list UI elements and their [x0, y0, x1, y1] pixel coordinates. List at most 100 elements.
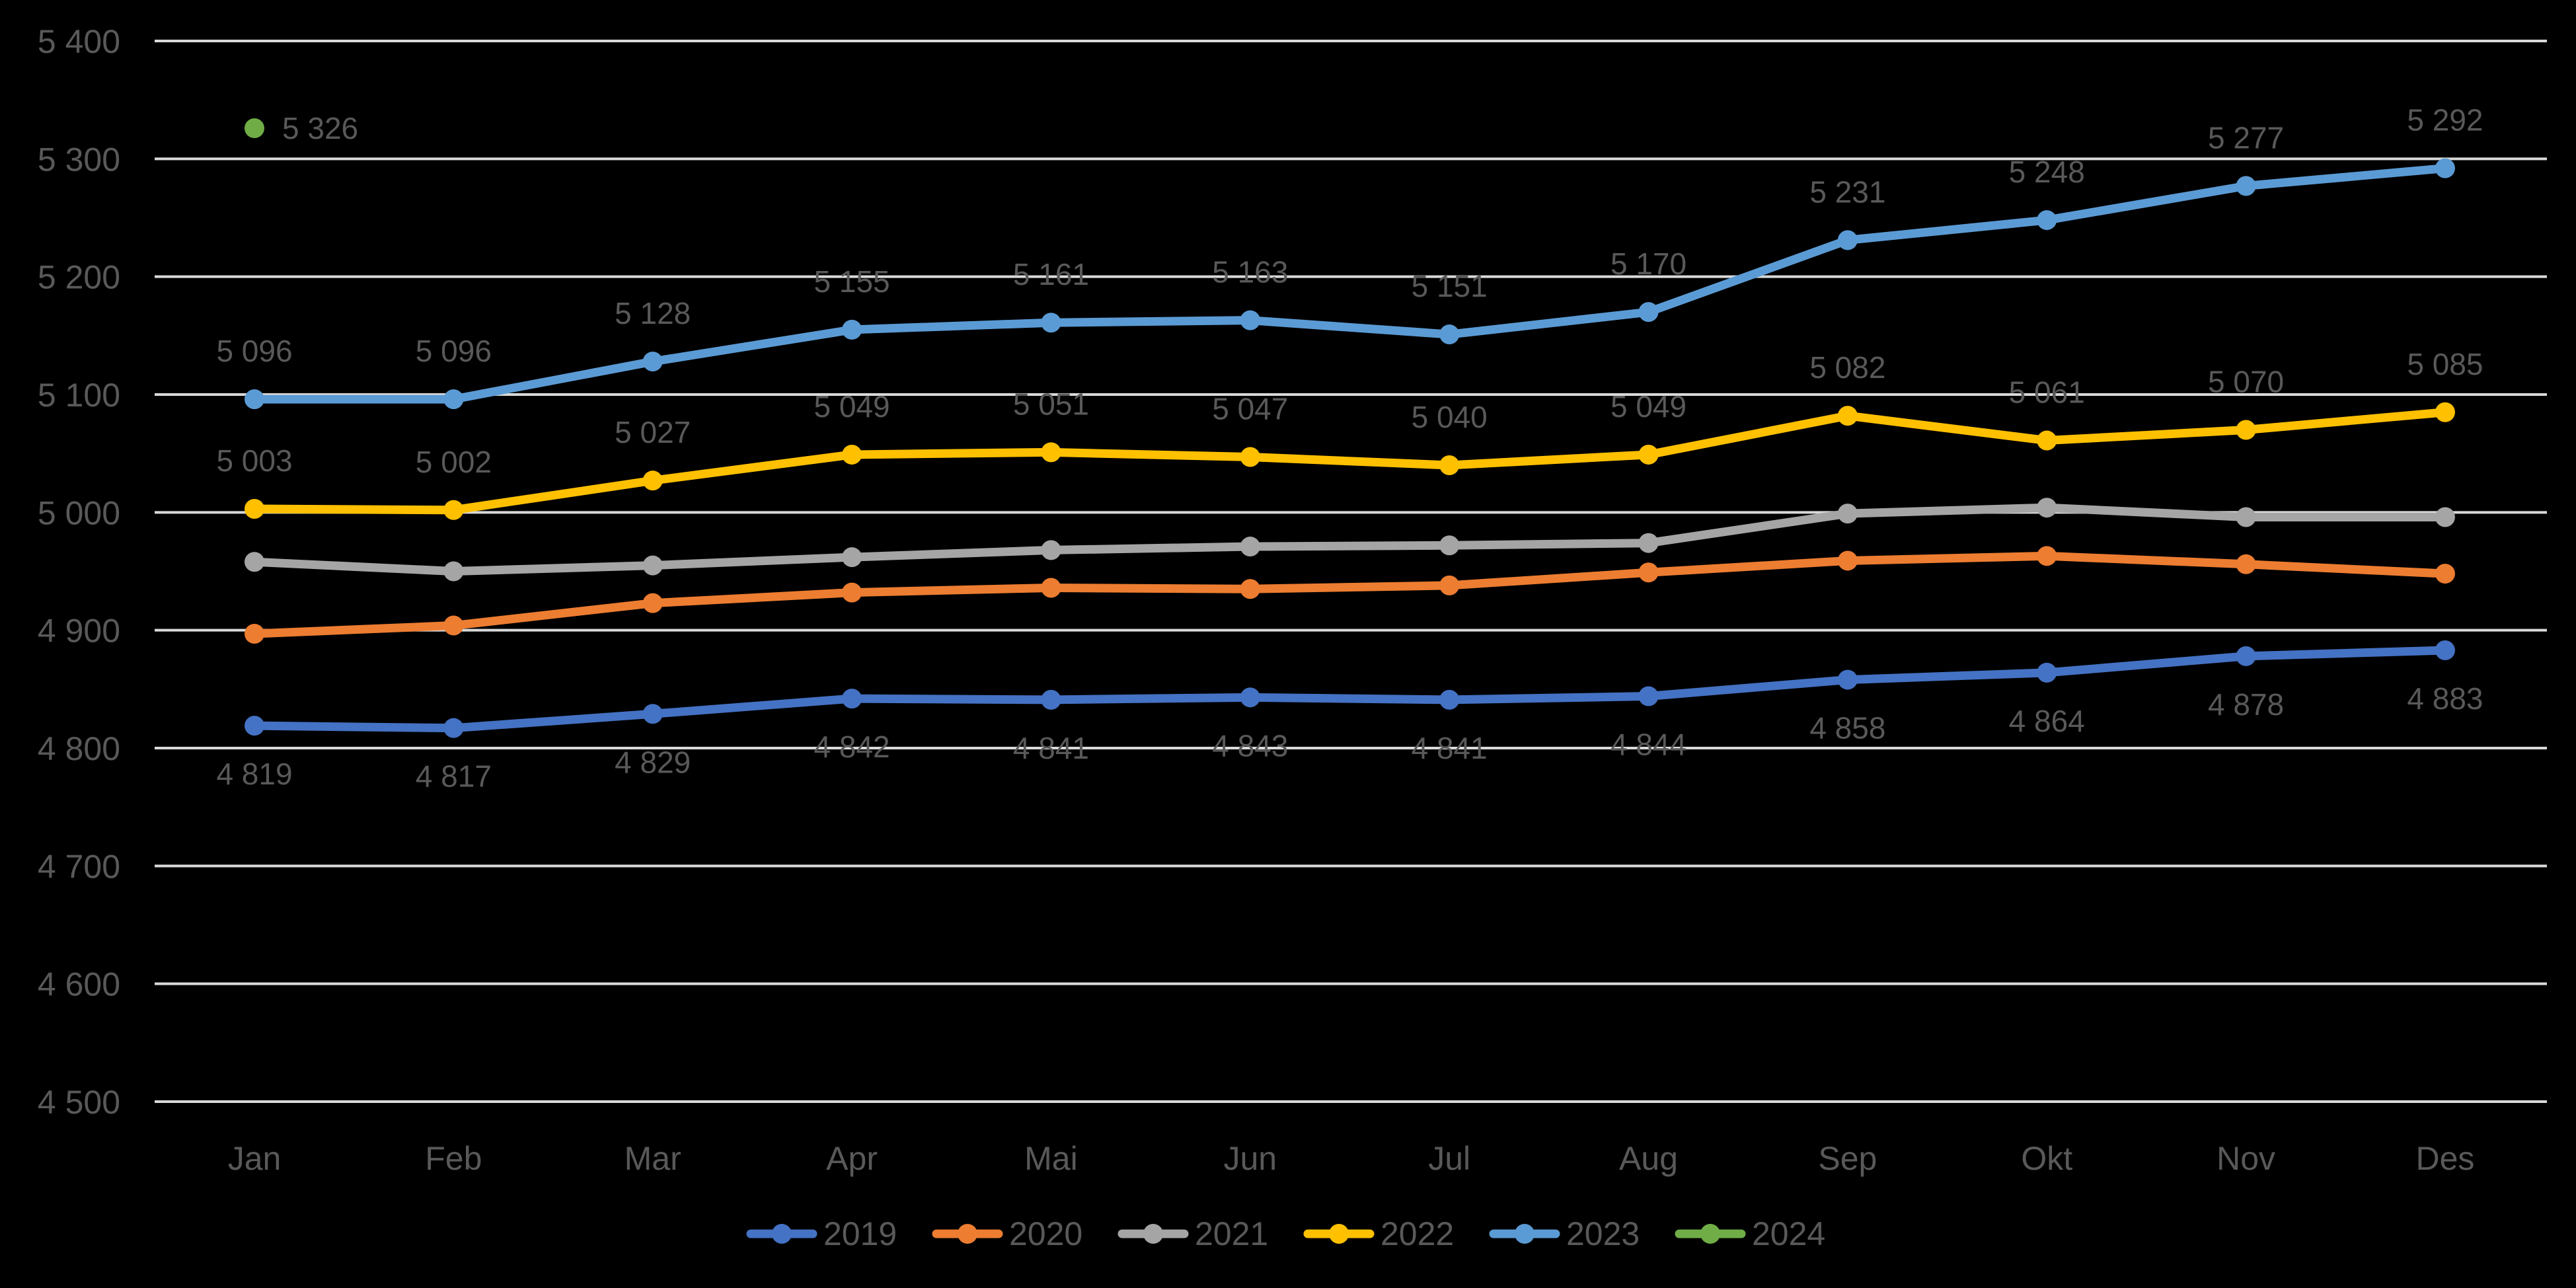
data-point-2022-sep[interactable]: [1837, 406, 1858, 426]
data-point-2022-jul[interactable]: [1439, 455, 1460, 475]
data-point-2019-jan[interactable]: [245, 716, 264, 736]
data-point-2021-sep[interactable]: [1837, 504, 1858, 524]
series-2023: 5 096 5 096 5 128 5 155 5 161 5 163 5 151 5 170…: [216, 103, 2483, 410]
data-point-2019-aug[interactable]: [1638, 686, 1659, 706]
x-axis-label-feb: Feb: [425, 1140, 482, 1177]
data-point-2020-des[interactable]: [2435, 564, 2455, 584]
data-point-2024-jan[interactable]: [245, 118, 264, 138]
data-label-2022-sep: 5 082: [1809, 350, 1885, 385]
data-point-2022-jan[interactable]: [245, 498, 264, 519]
data-point-2020-feb[interactable]: [443, 615, 464, 636]
data-point-2021-jan[interactable]: [245, 552, 264, 572]
data-point-2020-apr[interactable]: [842, 582, 862, 603]
data-point-2021-okt[interactable]: [2037, 498, 2057, 518]
x-axis-label-des: Des: [2415, 1140, 2474, 1177]
data-point-2020-mar[interactable]: [642, 593, 663, 613]
data-point-2022-feb[interactable]: [443, 500, 464, 520]
data-point-2021-feb[interactable]: [443, 561, 464, 582]
data-point-2021-jun[interactable]: [1240, 537, 1260, 557]
data-point-2022-apr[interactable]: [842, 444, 862, 465]
data-point-2022-aug[interactable]: [1638, 444, 1659, 465]
data-point-2019-des[interactable]: [2435, 640, 2455, 660]
legend-item-2020[interactable]: 2020: [932, 1215, 1082, 1252]
data-point-2020-sep[interactable]: [1837, 550, 1858, 571]
y-axis-tick-label-5300: 5 300: [38, 141, 120, 178]
x-axis-label-jul: Jul: [1428, 1140, 1470, 1177]
data-point-2020-aug[interactable]: [1638, 562, 1659, 583]
data-point-2021-des[interactable]: [2435, 507, 2455, 527]
series-line-2022[interactable]: [250, 408, 2450, 515]
data-label-2023-jul: 5 151: [1412, 269, 1488, 303]
data-point-2020-mai[interactable]: [1041, 578, 1061, 598]
data-label-2022-okt: 5 061: [2009, 375, 2085, 410]
data-point-2019-mar[interactable]: [642, 704, 663, 724]
data-point-2023-apr[interactable]: [842, 319, 862, 340]
data-point-2020-jan[interactable]: [245, 624, 264, 644]
data-point-2021-mai[interactable]: [1041, 540, 1061, 560]
series-line-2021[interactable]: [250, 503, 2450, 576]
data-point-2019-okt[interactable]: [2037, 662, 2057, 683]
data-point-2023-aug[interactable]: [1638, 302, 1659, 322]
series-line-2023[interactable]: [250, 164, 2450, 404]
data-point-2020-okt[interactable]: [2037, 546, 2057, 566]
data-point-2019-apr[interactable]: [842, 689, 862, 709]
data-point-2022-mar[interactable]: [642, 471, 663, 491]
data-point-2019-sep[interactable]: [1837, 669, 1858, 690]
data-label-2022-feb: 5 002: [416, 445, 492, 479]
series-2024: 5 326: [245, 111, 358, 145]
data-label-2019-apr: 4 842: [814, 730, 890, 764]
legend: 2019 2020 2021 2022 2023 2024: [746, 1215, 1825, 1252]
series-2022: 5 003 5 002 5 027 5 049 5 051 5 047 5 040 5 049…: [216, 347, 2483, 520]
legend-label-2024: 2024: [1752, 1215, 1825, 1252]
data-point-2019-jul[interactable]: [1439, 689, 1460, 710]
data-point-2021-aug[interactable]: [1638, 533, 1659, 553]
data-point-2020-jul[interactable]: [1439, 575, 1460, 595]
data-point-2023-des[interactable]: [2435, 158, 2455, 178]
legend-item-2024[interactable]: 2024: [1675, 1215, 1825, 1252]
legend-label-2019: 2019: [823, 1215, 897, 1252]
data-point-2023-jul[interactable]: [1439, 324, 1460, 345]
y-axis-tick-label-5200: 5 200: [38, 259, 120, 296]
data-point-2022-nov[interactable]: [2236, 420, 2256, 440]
y-axis-tick-label-4500: 4 500: [38, 1084, 120, 1121]
data-point-2019-jun[interactable]: [1240, 687, 1260, 708]
data-point-2023-nov[interactable]: [2236, 176, 2256, 196]
series-line-2019[interactable]: [250, 646, 2450, 733]
legend-label-2020: 2020: [1009, 1215, 1082, 1252]
data-point-2020-jun[interactable]: [1240, 579, 1260, 599]
data-point-2019-feb[interactable]: [443, 718, 464, 738]
legend-item-2022[interactable]: 2022: [1303, 1215, 1454, 1252]
data-label-2023-feb: 5 096: [416, 334, 492, 368]
data-point-2021-jul[interactable]: [1439, 535, 1460, 556]
legend-marker-dot-2024: [1700, 1224, 1720, 1244]
data-point-2023-sep[interactable]: [1837, 230, 1858, 250]
legend-marker-dot-2023: [1515, 1224, 1534, 1244]
data-label-2022-mar: 5 027: [615, 415, 691, 449]
legend-item-2019[interactable]: 2019: [746, 1215, 897, 1252]
data-point-2022-jun[interactable]: [1240, 447, 1260, 467]
data-point-2022-des[interactable]: [2435, 402, 2455, 422]
data-point-2023-feb[interactable]: [443, 389, 464, 410]
series-line-2020[interactable]: [250, 551, 2450, 638]
data-point-2021-apr[interactable]: [842, 547, 862, 568]
legend-item-2023[interactable]: 2023: [1489, 1215, 1640, 1252]
data-point-2022-okt[interactable]: [2037, 430, 2057, 451]
data-point-2021-nov[interactable]: [2236, 507, 2256, 527]
data-point-2022-mai[interactable]: [1041, 442, 1061, 463]
y-axis-tick-label-4900: 4 900: [38, 613, 120, 650]
data-point-2023-jun[interactable]: [1240, 310, 1260, 330]
data-point-2023-jan[interactable]: [245, 389, 264, 410]
data-label-2023-des: 5 292: [2407, 103, 2483, 137]
legend-label-2023: 2023: [1566, 1215, 1640, 1252]
y-axis-tick-label-4800: 4 800: [38, 730, 120, 767]
data-point-2023-mai[interactable]: [1041, 313, 1061, 333]
data-point-2021-mar[interactable]: [642, 555, 663, 576]
data-point-2023-mar[interactable]: [642, 352, 663, 372]
data-point-2023-okt[interactable]: [2037, 210, 2057, 231]
data-point-2019-nov[interactable]: [2236, 646, 2256, 666]
data-point-2019-mai[interactable]: [1041, 689, 1061, 710]
legend-item-2021[interactable]: 2021: [1118, 1215, 1268, 1252]
data-label-2019-jul: 4 841: [1412, 731, 1488, 765]
data-point-2020-nov[interactable]: [2236, 554, 2256, 574]
